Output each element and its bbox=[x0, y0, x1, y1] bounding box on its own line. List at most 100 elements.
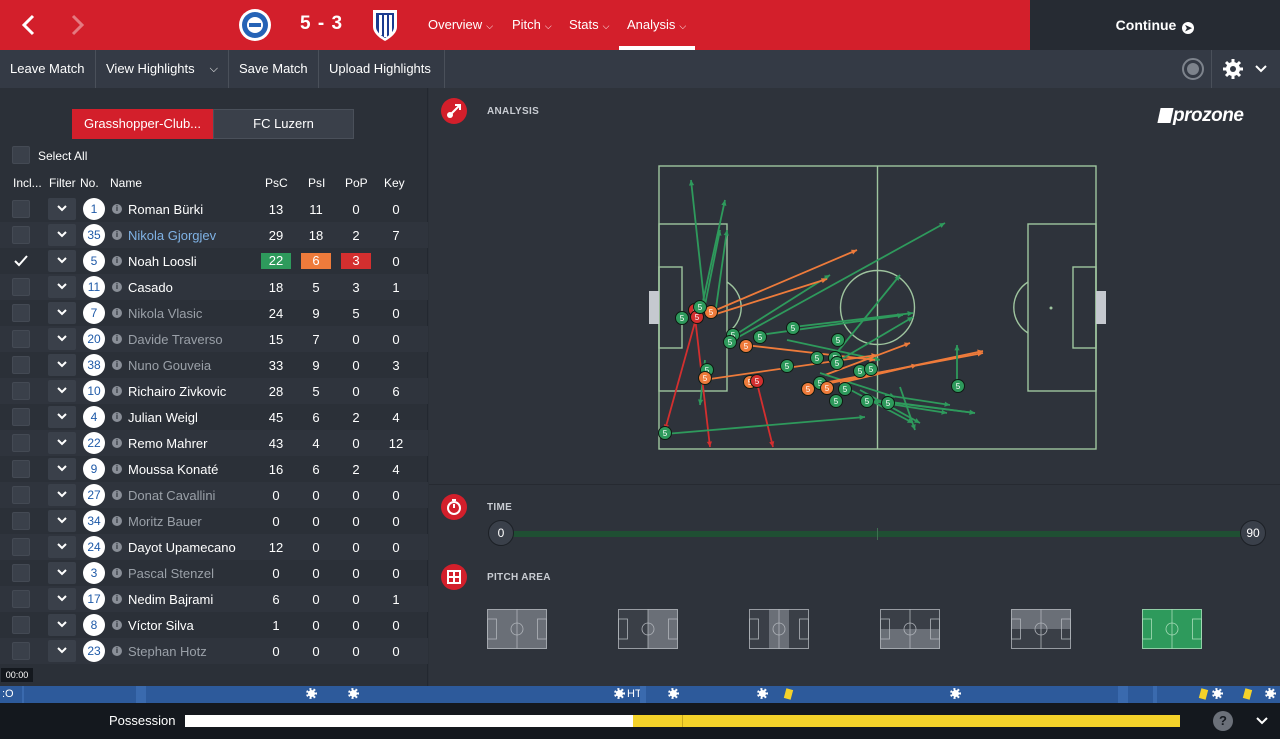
player-row[interactable]: 27 i Donat Cavallini 0 0 0 0 bbox=[0, 482, 428, 508]
include-checkbox[interactable] bbox=[12, 226, 30, 244]
player-name[interactable]: Richairo Zivkovic bbox=[128, 384, 227, 399]
record-icon[interactable] bbox=[1182, 58, 1204, 80]
pitch-area-option[interactable] bbox=[487, 609, 547, 649]
include-checkbox[interactable] bbox=[12, 564, 30, 582]
select-all-checkbox[interactable] bbox=[12, 146, 30, 164]
player-row[interactable]: 20 i Davide Traverso 15 7 0 0 bbox=[0, 326, 428, 352]
filter-dropdown[interactable] bbox=[48, 354, 76, 376]
tab-analysis[interactable]: Analysis ⌵ bbox=[627, 0, 686, 50]
goal-ball-icon[interactable] bbox=[614, 688, 625, 699]
player-row[interactable]: 1 i Roman Bürki 13 11 0 0 bbox=[0, 196, 428, 222]
pitch-area-option[interactable] bbox=[618, 609, 678, 649]
filter-dropdown[interactable] bbox=[48, 510, 76, 532]
player-row[interactable]: 35 i Nikola Gjorgjev 29 18 2 7 bbox=[0, 222, 428, 248]
player-row[interactable]: 24 i Dayot Upamecano 12 0 0 0 bbox=[0, 534, 428, 560]
player-name[interactable]: Casado bbox=[128, 280, 173, 295]
player-name[interactable]: Davide Traverso bbox=[128, 332, 223, 347]
filter-dropdown[interactable] bbox=[48, 328, 76, 350]
goal-ball-icon[interactable] bbox=[1265, 688, 1276, 699]
help-icon[interactable]: ? bbox=[1213, 711, 1233, 731]
pass-marker[interactable]: 5 bbox=[830, 356, 844, 370]
filter-dropdown[interactable] bbox=[48, 302, 76, 324]
info-icon[interactable]: i bbox=[112, 360, 122, 370]
player-name[interactable]: Nedim Bajrami bbox=[128, 592, 214, 607]
pass-marker[interactable]: 5 bbox=[786, 321, 800, 335]
filter-dropdown[interactable] bbox=[48, 536, 76, 558]
upload-highlights-button[interactable]: Upload Highlights bbox=[319, 50, 445, 88]
player-name[interactable]: Víctor Silva bbox=[128, 618, 194, 633]
player-row[interactable]: 17 i Nedim Bajrami 6 0 0 1 bbox=[0, 586, 428, 612]
player-row[interactable]: 9 i Moussa Konaté 16 6 2 4 bbox=[0, 456, 428, 482]
home-team-crest[interactable] bbox=[238, 7, 272, 43]
include-checkbox[interactable] bbox=[12, 642, 30, 660]
player-row[interactable]: 4 i Julian Weigl 45 6 2 4 bbox=[0, 404, 428, 430]
filter-dropdown[interactable] bbox=[48, 588, 76, 610]
goal-ball-icon[interactable] bbox=[1212, 688, 1223, 699]
info-icon[interactable]: i bbox=[112, 386, 122, 396]
info-icon[interactable]: i bbox=[112, 308, 122, 318]
include-checkbox[interactable] bbox=[12, 304, 30, 322]
pass-marker[interactable]: 5 bbox=[658, 426, 672, 440]
include-checkbox[interactable] bbox=[12, 330, 30, 348]
column-no[interactable]: No. bbox=[80, 176, 99, 190]
goal-ball-icon[interactable] bbox=[950, 688, 961, 699]
save-match-button[interactable]: Save Match bbox=[229, 50, 319, 88]
include-checkbox[interactable] bbox=[12, 538, 30, 556]
away-team-crest[interactable] bbox=[368, 7, 402, 43]
column-psi[interactable]: PsI bbox=[308, 176, 326, 190]
goal-ball-icon[interactable] bbox=[668, 688, 679, 699]
time-slider-end-handle[interactable]: 90 bbox=[1240, 520, 1266, 546]
pass-marker[interactable]: 5 bbox=[820, 381, 834, 395]
include-checkbox[interactable] bbox=[12, 512, 30, 530]
time-slider-start-handle[interactable]: 0 bbox=[488, 520, 514, 546]
include-checkbox[interactable] bbox=[12, 590, 30, 608]
filter-dropdown[interactable] bbox=[48, 380, 76, 402]
pass-marker[interactable]: 5 bbox=[780, 359, 794, 373]
pass-marker[interactable]: 5 bbox=[753, 330, 767, 344]
player-row[interactable]: 38 i Nuno Gouveia 33 9 0 3 bbox=[0, 352, 428, 378]
leave-match-button[interactable]: Leave Match bbox=[0, 50, 96, 88]
column-incl[interactable]: Incl... bbox=[13, 176, 42, 190]
filter-dropdown[interactable] bbox=[48, 614, 76, 636]
include-checkbox[interactable] bbox=[12, 200, 30, 218]
pass-marker[interactable]: 5 bbox=[860, 394, 874, 408]
pass-marker[interactable]: 5 bbox=[693, 300, 707, 314]
filter-dropdown[interactable] bbox=[48, 458, 76, 480]
pitch-area-option[interactable] bbox=[749, 609, 809, 649]
info-icon[interactable]: i bbox=[112, 542, 122, 552]
goal-ball-icon[interactable] bbox=[306, 688, 317, 699]
player-row[interactable]: 5 i Noah Loosli 22 6 3 0 bbox=[0, 248, 428, 274]
player-row[interactable]: 3 i Pascal Stenzel 0 0 0 0 bbox=[0, 560, 428, 586]
player-row[interactable]: 22 i Remo Mahrer 43 4 0 12 bbox=[0, 430, 428, 456]
chevron-down-icon[interactable] bbox=[1254, 63, 1268, 75]
filter-dropdown[interactable] bbox=[48, 250, 76, 272]
info-icon[interactable]: i bbox=[112, 490, 122, 500]
include-checkbox[interactable] bbox=[12, 486, 30, 504]
back-button[interactable] bbox=[12, 8, 46, 42]
info-icon[interactable]: i bbox=[112, 516, 122, 526]
continue-button[interactable]: Continue ➤ bbox=[1030, 0, 1280, 50]
info-icon[interactable]: i bbox=[112, 620, 122, 630]
include-checkbox[interactable] bbox=[12, 252, 30, 270]
info-icon[interactable]: i bbox=[112, 568, 122, 578]
player-name[interactable]: Stephan Hotz bbox=[128, 644, 207, 659]
include-checkbox[interactable] bbox=[12, 408, 30, 426]
filter-dropdown[interactable] bbox=[48, 406, 76, 428]
player-name[interactable]: Noah Loosli bbox=[128, 254, 197, 269]
pass-marker[interactable]: 5 bbox=[723, 335, 737, 349]
pass-marker[interactable]: 5 bbox=[675, 311, 689, 325]
pass-marker[interactable]: 5 bbox=[810, 351, 824, 365]
column-filter[interactable]: Filter bbox=[49, 176, 76, 190]
team-tab-home[interactable]: Grasshopper-Club... bbox=[72, 109, 213, 139]
include-checkbox[interactable] bbox=[12, 382, 30, 400]
info-icon[interactable]: i bbox=[112, 204, 122, 214]
player-row[interactable]: 7 i Nikola Vlasic 24 9 5 0 bbox=[0, 300, 428, 326]
info-icon[interactable]: i bbox=[112, 256, 122, 266]
player-row[interactable]: 34 i Moritz Bauer 0 0 0 0 bbox=[0, 508, 428, 534]
pass-marker[interactable]: 5 bbox=[831, 333, 845, 347]
gear-icon[interactable] bbox=[1222, 58, 1244, 80]
pass-marker[interactable]: 5 bbox=[739, 339, 753, 353]
player-name[interactable]: Nikola Gjorgjev bbox=[128, 228, 217, 243]
column-psc[interactable]: PsC bbox=[265, 176, 288, 190]
pass-marker[interactable]: 5 bbox=[838, 382, 852, 396]
